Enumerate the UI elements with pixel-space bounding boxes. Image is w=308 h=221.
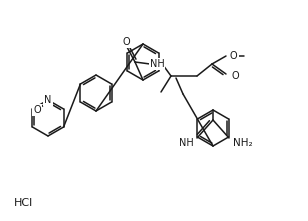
- Text: NH₂: NH₂: [233, 138, 253, 148]
- Text: O: O: [231, 71, 239, 81]
- Text: HCl: HCl: [14, 198, 33, 208]
- Text: O: O: [122, 37, 130, 47]
- Text: O: O: [230, 51, 238, 61]
- Text: O: O: [33, 105, 41, 115]
- Text: NH: NH: [150, 59, 164, 69]
- Text: N: N: [44, 95, 52, 105]
- Text: NH: NH: [179, 138, 194, 148]
